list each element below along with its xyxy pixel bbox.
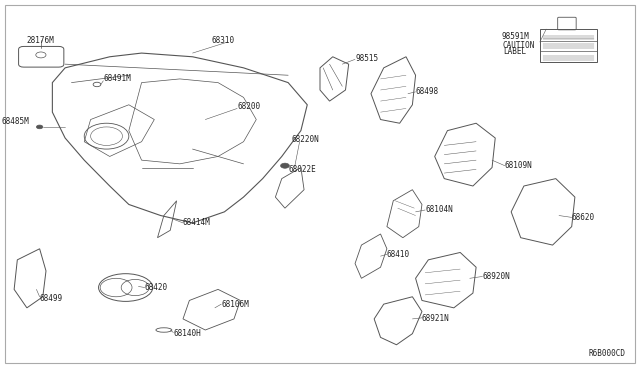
Text: CAUTION: CAUTION	[503, 41, 535, 50]
Text: 68140H: 68140H	[173, 329, 201, 338]
Text: 68499: 68499	[40, 294, 63, 303]
Circle shape	[280, 163, 289, 168]
Text: 98591M: 98591M	[502, 32, 529, 41]
Text: LABEL: LABEL	[503, 48, 526, 57]
Text: 68921N: 68921N	[422, 314, 450, 323]
Text: 28176M: 28176M	[27, 36, 54, 45]
Bar	[540, 29, 597, 62]
Text: 68410: 68410	[387, 250, 410, 259]
Text: 68109N: 68109N	[505, 161, 532, 170]
Circle shape	[36, 125, 43, 129]
Text: 68491M: 68491M	[103, 74, 131, 83]
Text: 68485M: 68485M	[1, 117, 29, 126]
Text: R6B000CD: R6B000CD	[589, 349, 626, 358]
Text: 68420: 68420	[145, 283, 168, 292]
Text: 68104N: 68104N	[425, 205, 453, 215]
Text: 68022E: 68022E	[288, 165, 316, 174]
Text: 68106M: 68106M	[221, 300, 249, 309]
Text: 68920N: 68920N	[483, 272, 510, 281]
Text: 68498: 68498	[415, 87, 438, 96]
Text: 68414M: 68414M	[183, 218, 211, 227]
Text: 68220N: 68220N	[291, 135, 319, 144]
Text: 68200: 68200	[237, 102, 260, 111]
Text: 68310: 68310	[212, 36, 235, 45]
Text: 98515: 98515	[355, 54, 378, 63]
Text: 68620: 68620	[572, 213, 595, 222]
